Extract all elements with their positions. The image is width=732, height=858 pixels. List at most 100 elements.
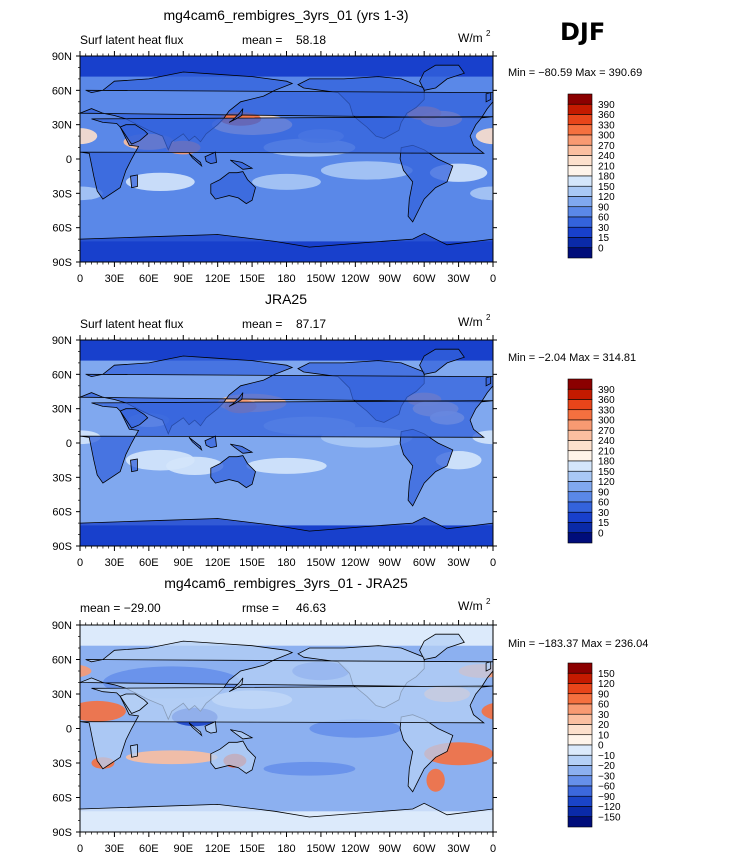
lat-tick-label: 30S bbox=[52, 758, 72, 770]
lon-tick-label: 60W bbox=[413, 273, 436, 285]
colorbar-label: 390 bbox=[598, 100, 615, 111]
lon-tick-label: 90W bbox=[378, 273, 401, 285]
lat-tick-label: 60S bbox=[52, 223, 72, 235]
lat-tick-label: 90N bbox=[52, 51, 72, 63]
panel-left-label: Surf latent heat flux bbox=[80, 317, 183, 331]
coastline bbox=[485, 376, 492, 387]
lat-tick-label: 60N bbox=[52, 655, 72, 667]
coastline bbox=[188, 722, 203, 737]
lon-tick-label: 30E bbox=[105, 843, 125, 855]
colorbar-label: −120 bbox=[598, 802, 621, 813]
lat-tick-label: 60S bbox=[52, 507, 72, 519]
panel-minmax: Min = −183.37 Max = 236.04 bbox=[508, 638, 648, 650]
colorbar-swatch bbox=[567, 247, 593, 259]
panel-minmax: Min = −80.59 Max = 390.69 bbox=[508, 67, 642, 79]
lon-tick-label: 60E bbox=[139, 273, 159, 285]
colorbar-label: 210 bbox=[598, 161, 615, 172]
lon-tick-label: 0 bbox=[490, 557, 496, 569]
colorbar-label: 10 bbox=[598, 730, 610, 741]
colorbar-label: 30 bbox=[598, 508, 610, 519]
colorbar-swatch bbox=[567, 175, 593, 187]
colorbar-swatch bbox=[567, 196, 593, 208]
lon-tick-label: 0 bbox=[77, 273, 83, 285]
colorbar-label: 90 bbox=[598, 202, 610, 213]
field-patch bbox=[263, 761, 356, 776]
colorbar-label: −20 bbox=[598, 761, 615, 772]
colorbar-swatch bbox=[567, 450, 593, 462]
coastline bbox=[80, 516, 493, 546]
panel-2: 90N 60N 30N 0 30S 60S 90S 0 30E 60E 90E 120E 150E 180… bbox=[52, 291, 636, 569]
colorbar-label: 0 bbox=[598, 741, 604, 752]
lon-tick-label: 120W bbox=[341, 843, 370, 855]
colorbar-label: 20 bbox=[598, 720, 610, 731]
colorbar-swatch bbox=[567, 206, 593, 218]
map-field bbox=[80, 340, 493, 546]
colorbar-swatch bbox=[567, 491, 593, 503]
colorbar-swatch bbox=[567, 734, 593, 746]
colorbar-swatch bbox=[567, 124, 593, 136]
lon-tick-label: 120E bbox=[205, 843, 231, 855]
field-patch bbox=[125, 750, 218, 765]
polar-band-north bbox=[80, 340, 493, 361]
colorbar-label: 180 bbox=[598, 457, 615, 468]
panel-left-label: Surf latent heat flux bbox=[80, 33, 183, 47]
colorbar-label: −90 bbox=[598, 792, 615, 803]
lat-tick-label: 30N bbox=[52, 120, 72, 132]
colorbar-swatch bbox=[567, 795, 593, 807]
colorbar-label: 300 bbox=[598, 131, 615, 142]
colorbar-label: 0 bbox=[598, 528, 604, 539]
colorbar-label: 60 bbox=[598, 498, 610, 509]
colorbar-swatch bbox=[567, 754, 593, 766]
colorbar-swatch bbox=[567, 662, 593, 674]
lon-tick-label: 0 bbox=[490, 273, 496, 285]
lon-tick-label: 180 bbox=[277, 557, 295, 569]
colorbar-label: 150 bbox=[598, 182, 615, 193]
lon-tick-label: 30W bbox=[447, 843, 470, 855]
panel-stat-label: mean = bbox=[242, 33, 282, 47]
coastline bbox=[419, 633, 465, 660]
coastline bbox=[204, 435, 217, 449]
field-patch bbox=[475, 128, 493, 145]
coastline bbox=[188, 436, 203, 452]
panel-minmax: Min = −2.04 Max = 314.81 bbox=[508, 352, 636, 364]
colorbar-swatch bbox=[567, 693, 593, 705]
colorbar-swatch bbox=[567, 185, 593, 197]
coastline bbox=[80, 802, 493, 832]
panel-units: W/m bbox=[458, 315, 483, 329]
coastline bbox=[210, 171, 256, 205]
lon-tick-label: 120W bbox=[341, 557, 370, 569]
lon-tick-label: 90W bbox=[378, 557, 401, 569]
colorbar-swatch bbox=[567, 103, 593, 115]
lon-tick-label: 0 bbox=[77, 843, 83, 855]
lon-tick-label: 180 bbox=[277, 273, 295, 285]
lat-tick-label: 90N bbox=[52, 620, 72, 632]
panel-left-label: mean = −29.00 bbox=[80, 601, 161, 615]
coastline bbox=[419, 64, 465, 91]
lon-tick-label: 90E bbox=[173, 843, 193, 855]
panel-title: mg4cam6_rembigres_3yrs_01 (yrs 1-3) bbox=[163, 7, 408, 23]
colorbar-swatch bbox=[567, 470, 593, 482]
coastline bbox=[210, 740, 256, 774]
coastline bbox=[80, 685, 493, 770]
colorbar-swatch bbox=[567, 511, 593, 523]
colorbar-swatch bbox=[567, 155, 593, 167]
colorbar-label: 300 bbox=[598, 416, 615, 427]
colorbar-label: 30 bbox=[598, 710, 610, 721]
field-patch bbox=[481, 702, 493, 720]
coastline bbox=[419, 348, 465, 375]
lon-tick-label: 0 bbox=[490, 843, 496, 855]
coastline bbox=[399, 714, 454, 793]
colorbar-swatch bbox=[567, 134, 593, 146]
colorbar-swatch bbox=[567, 816, 593, 828]
lat-tick-label: 60N bbox=[52, 85, 72, 97]
field-patch bbox=[426, 768, 445, 792]
coastline bbox=[130, 458, 138, 473]
colorbar-swatch bbox=[567, 522, 593, 534]
lat-tick-label: 0 bbox=[66, 154, 72, 166]
field-patch bbox=[246, 457, 327, 474]
lat-tick-label: 30N bbox=[52, 404, 72, 416]
coastline bbox=[188, 152, 203, 168]
colorbar-swatch bbox=[567, 785, 593, 797]
